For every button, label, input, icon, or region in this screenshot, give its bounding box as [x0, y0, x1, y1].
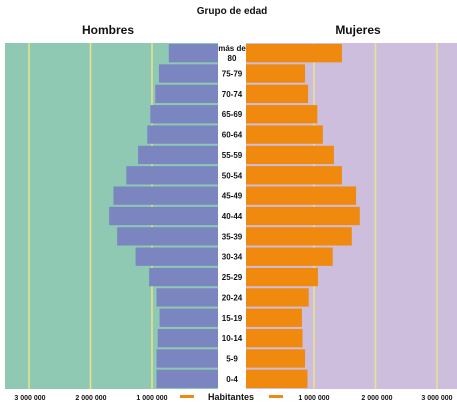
age-label-13: 65-69: [222, 110, 243, 119]
women-bar-15-19: [246, 308, 302, 327]
women-bar-55-59: [246, 145, 334, 165]
x-axis-label-marker-left: [180, 395, 194, 398]
men-bar-45-49: [113, 186, 218, 205]
men-bar-5-9: [156, 349, 218, 368]
age-label-0: 0-4: [226, 375, 238, 384]
women-bar-más de 80: [246, 44, 342, 63]
x-tick-0: 3 000 000: [14, 395, 45, 402]
age-label-6: 30-34: [222, 253, 243, 262]
women-bar-30-34: [246, 247, 333, 266]
men-bar-más de 80: [168, 44, 218, 63]
x-tick-3: 1 000 000: [298, 395, 329, 402]
women-bar-25-29: [246, 267, 318, 287]
age-label-16-line1: más de: [218, 44, 246, 53]
men-bar-50-54: [126, 166, 218, 185]
x-axis: 3 000 000 2 000 000 1 000 000 1 000 000 …: [14, 392, 452, 402]
men-bar-15-19: [159, 308, 218, 327]
men-bar-10-14: [157, 328, 218, 348]
age-label-9: 45-49: [222, 192, 243, 201]
women-bar-40-44: [246, 206, 360, 226]
x-axis-label: Habitantes: [208, 392, 254, 402]
women-bar-60-64: [246, 125, 323, 144]
women-bar-35-39: [246, 227, 352, 246]
men-bar-55-59: [138, 145, 218, 165]
age-label-10: 50-54: [222, 171, 243, 180]
x-tick-1: 2 000 000: [75, 395, 106, 402]
age-label-14: 70-74: [222, 90, 243, 99]
women-bar-75-79: [246, 64, 306, 83]
men-bar-0-4: [156, 369, 218, 388]
women-bar-20-24: [246, 288, 309, 307]
women-bar-45-49: [246, 186, 357, 205]
men-bar-40-44: [109, 206, 218, 226]
x-axis-label-marker-right: [269, 395, 283, 398]
women-bar-65-69: [246, 105, 318, 124]
age-label-11: 55-59: [222, 151, 243, 160]
bars-group: [109, 44, 360, 388]
age-label-12: 60-64: [222, 131, 243, 140]
men-bar-60-64: [147, 125, 218, 144]
men-bar-65-69: [150, 105, 218, 124]
age-label-8: 40-44: [222, 212, 243, 221]
men-bar-70-74: [155, 84, 218, 104]
women-bar-0-4: [246, 369, 308, 388]
x-tick-2: 1 000 000: [136, 395, 167, 402]
women-bar-50-54: [246, 166, 342, 185]
men-bar-20-24: [156, 288, 218, 307]
age-label-4: 20-24: [222, 293, 243, 302]
men-bar-25-29: [149, 267, 218, 287]
age-label-3: 15-19: [222, 314, 243, 323]
women-title: Mujeres: [335, 23, 381, 37]
age-label-5: 25-29: [222, 273, 243, 282]
age-group-title: Grupo de edad: [197, 6, 268, 17]
women-bar-70-74: [246, 84, 309, 104]
men-bar-75-79: [158, 64, 218, 83]
age-labels: 0-4 5-9 10-14 15-19 20-24 25-29 30-34 35-39 40-4…: [218, 44, 246, 384]
women-bar-5-9: [246, 349, 306, 368]
men-title: Hombres: [82, 23, 134, 37]
women-bar-10-14: [246, 328, 303, 348]
age-label-15: 75-79: [222, 70, 243, 79]
men-bar-30-34: [135, 247, 218, 266]
x-tick-4: 2 000 000: [361, 395, 392, 402]
men-bar-35-39: [117, 227, 218, 246]
x-tick-5: 3 000 000: [421, 395, 452, 402]
age-label-7: 35-39: [222, 232, 243, 241]
age-label-2: 10-14: [222, 334, 243, 343]
age-label-1: 5-9: [226, 354, 238, 363]
age-label-16-line2: 80: [228, 54, 237, 63]
